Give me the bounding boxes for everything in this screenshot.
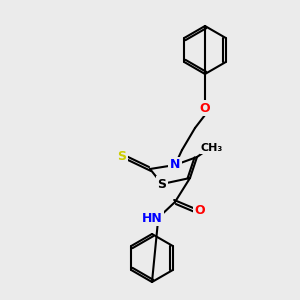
Text: O: O [195,203,205,217]
Text: S: S [118,149,127,163]
Text: CH₃: CH₃ [201,143,223,153]
Text: S: S [158,178,166,190]
Text: O: O [200,101,210,115]
Text: HN: HN [142,212,162,224]
Text: N: N [170,158,180,172]
